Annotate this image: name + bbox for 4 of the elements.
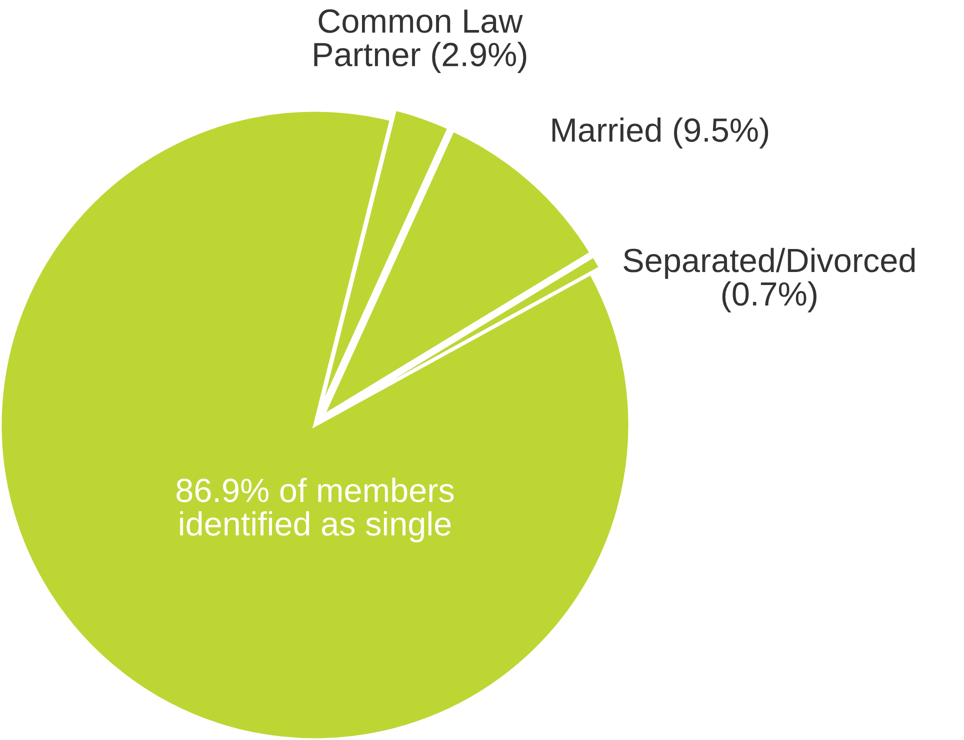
slice-label: Separated/Divorced (0.7%)	[624, 248, 915, 312]
slice-label: Common Law Partner (2.9%)	[314, 9, 526, 73]
slice-label: 86.9% of members identified as single	[176, 478, 454, 542]
slice-label: Married (9.5%)	[552, 117, 768, 149]
